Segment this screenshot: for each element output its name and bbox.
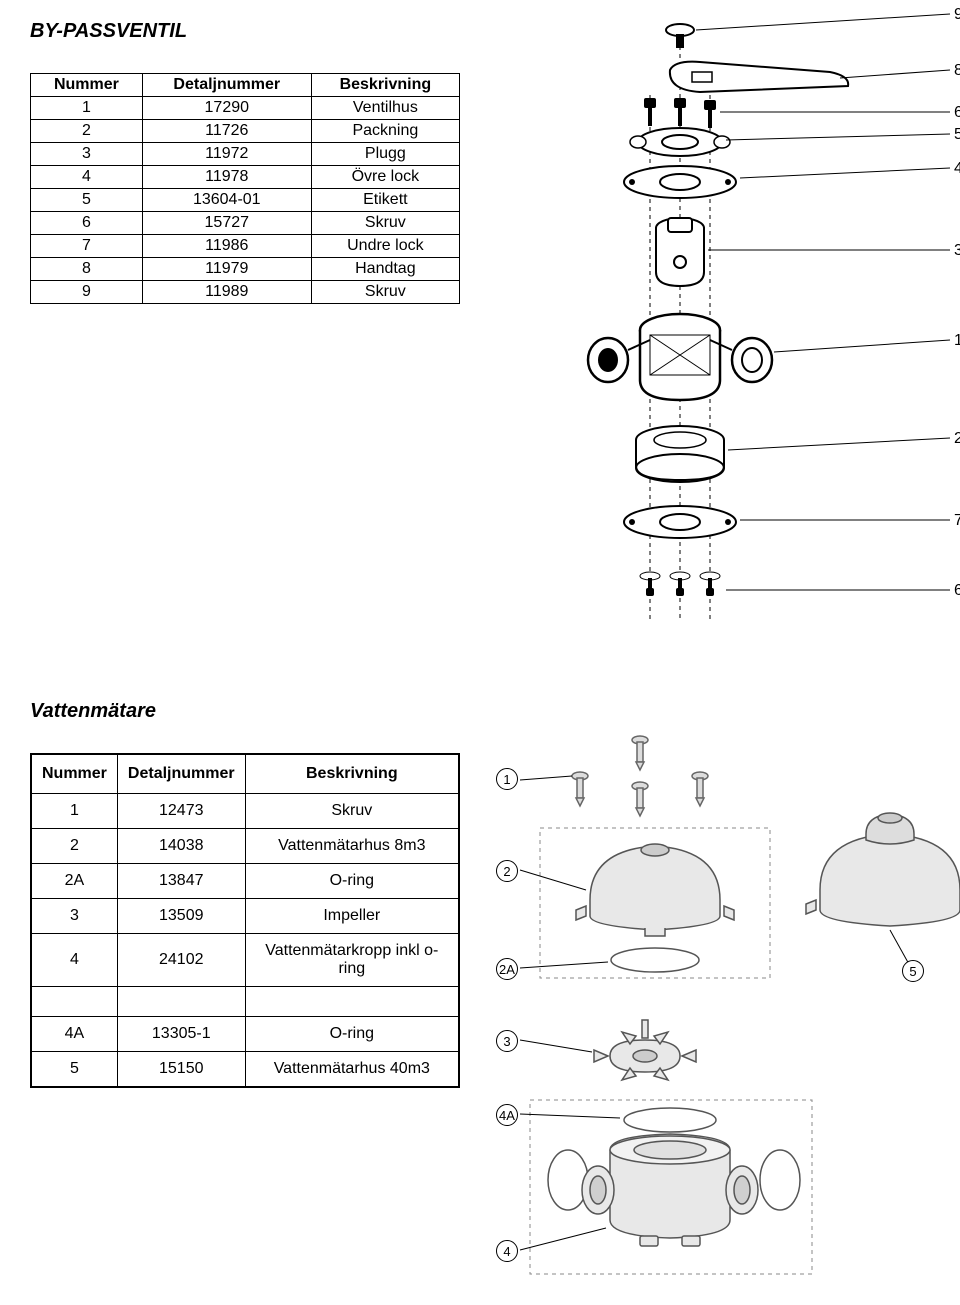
callout2-2: 2 bbox=[496, 860, 518, 882]
callout2-4A: 4A bbox=[496, 1104, 518, 1126]
callout2-1: 1 bbox=[496, 768, 518, 790]
table-row: 313509Impeller bbox=[31, 899, 459, 934]
t2-h-desc: Beskrivning bbox=[245, 754, 459, 794]
exploded-diagram-2: 1 2 2A 3 4A 4 5 bbox=[490, 720, 960, 1280]
section-bypassventil: BY-PASSVENTIL Nummer Detaljnummer Beskri… bbox=[30, 20, 930, 660]
table-row: 513604-01Etikett bbox=[31, 189, 460, 212]
parts-table-1: Nummer Detaljnummer Beskrivning 117290Ve… bbox=[30, 73, 460, 304]
table-row: 311972Plugg bbox=[31, 143, 460, 166]
callout-8: 8 bbox=[954, 62, 960, 80]
table-row: 4A13305-1O-ring bbox=[31, 1017, 459, 1052]
callout-5: 5 bbox=[954, 126, 960, 144]
table-row: 711986Undre lock bbox=[31, 235, 460, 258]
callout-9: 9 bbox=[954, 6, 960, 24]
callout2-3: 3 bbox=[496, 1030, 518, 1052]
callout-3: 3 bbox=[954, 242, 960, 260]
table-row: 214038Vattenmätarhus 8m3 bbox=[31, 829, 459, 864]
callout-6a: 6 bbox=[954, 104, 960, 122]
callout2-5: 5 bbox=[902, 960, 924, 982]
callout-7: 7 bbox=[954, 512, 960, 530]
table-row: 117290Ventilhus bbox=[31, 97, 460, 120]
callout2-2A: 2A bbox=[496, 958, 518, 980]
t1-h-num: Nummer bbox=[31, 74, 143, 97]
table-row: 112473Skruv bbox=[31, 794, 459, 829]
table-row: 811979Handtag bbox=[31, 258, 460, 281]
exploded-diagram-1: 9 8 6 5 4 3 1 2 7 6 bbox=[550, 0, 960, 640]
t1-h-det: Detaljnummer bbox=[142, 74, 311, 97]
t1-h-desc: Beskrivning bbox=[311, 74, 459, 97]
t2-h-num: Nummer bbox=[31, 754, 117, 794]
t2-h-det: Detaljnummer bbox=[117, 754, 245, 794]
callout-1: 1 bbox=[954, 332, 960, 350]
table-row: 411978Övre lock bbox=[31, 166, 460, 189]
callout2-4: 4 bbox=[496, 1240, 518, 1262]
diagram-svg-2 bbox=[490, 720, 960, 1280]
table-row: 424102Vattenmätarkropp inkl o-ring bbox=[31, 934, 459, 987]
callout-2: 2 bbox=[954, 430, 960, 448]
table-row: 2A13847O-ring bbox=[31, 864, 459, 899]
table-row: 211726Packning bbox=[31, 120, 460, 143]
table-row: 515150Vattenmätarhus 40m3 bbox=[31, 1052, 459, 1088]
callout-6b: 6 bbox=[954, 582, 960, 600]
table-spacer bbox=[31, 987, 459, 1017]
table-row: 615727Skruv bbox=[31, 212, 460, 235]
callout-4: 4 bbox=[954, 160, 960, 178]
section-vattenmatare: Vattenmätare Nummer Detaljnummer Beskriv… bbox=[30, 700, 930, 1280]
table-row: 911989Skruv bbox=[31, 281, 460, 304]
parts-table-2: Nummer Detaljnummer Beskrivning 112473Sk… bbox=[30, 753, 460, 1088]
diagram-svg-1 bbox=[550, 0, 960, 640]
